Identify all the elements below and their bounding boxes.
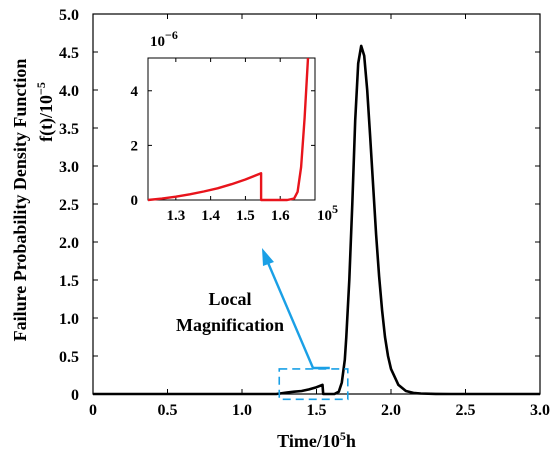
y-axis-title-line1: Failure Probability Density Function [10, 59, 30, 342]
x-axis-title-suffix: h [346, 431, 356, 451]
inset-y-tick-label-2: 4 [131, 84, 139, 100]
arrow-shaft [264, 257, 315, 369]
x-axis-title-main: Time/10 [277, 431, 340, 451]
x-tick-labels: 0 0.5 1.0 1.5 2.0 2.5 3.0 [89, 402, 550, 419]
y-axis-title-line2: f(t)/10−5 [34, 82, 57, 142]
inset-y-multiplier-sup: −6 [165, 28, 178, 42]
inset-series [147, 57, 310, 202]
inset-frame [147, 57, 316, 201]
y-tick-labels: 0 0.5 1.0 1.5 2.0 2.5 3.0 3.5 4.0 4.5 5.0 [59, 7, 79, 404]
main-series [93, 44, 540, 396]
inset-x-tick-labels: 1.3 1.4 1.5 1.6 [166, 208, 290, 224]
x-tick-label-6: 3.0 [530, 402, 550, 419]
y-axis-title-line2-main: f(t)/10 [36, 95, 57, 142]
x-tick-label-3: 1.5 [307, 402, 327, 419]
inset-background [148, 58, 315, 200]
y-tick-label-4: 2.0 [59, 235, 79, 252]
x-tick-label-0: 0 [89, 402, 97, 419]
inset-y-multiplier-base: 10 [150, 34, 165, 50]
inset-x-multiplier: 105 [317, 202, 338, 224]
annotation-magnification: Magnification [176, 315, 284, 335]
y-tick-label-7: 3.5 [59, 121, 79, 138]
inset-y-multiplier: 10−6 [150, 28, 178, 50]
annotation-local: Local [209, 289, 252, 309]
y-tick-label-8: 4.0 [59, 83, 79, 100]
y-tick-label-9: 4.5 [59, 45, 79, 62]
y-tick-label-5: 2.5 [59, 197, 79, 214]
y-tick-label-0: 0 [71, 387, 79, 404]
x-tick-label-5: 2.5 [456, 402, 476, 419]
x-axis-title-sup: 5 [340, 429, 346, 443]
inset-x-multiplier-sup: 5 [332, 202, 338, 216]
inset-x-tick-label-2: 1.5 [236, 208, 255, 224]
inset-x-multiplier-base: 10 [317, 208, 332, 224]
inset-x-tick-label-1: 1.4 [201, 208, 220, 224]
x-axis-title: Time/105h [277, 429, 356, 451]
inset-series-line-0 [147, 57, 310, 202]
arrow-head [262, 248, 274, 266]
inset-x-tick-label-3: 1.6 [271, 208, 290, 224]
magnification-arrow [262, 248, 330, 370]
x-tick-label-2: 1.0 [232, 402, 252, 419]
inset-y-tick-label-1: 2 [131, 138, 139, 154]
y-axis-title-line2-sup: −5 [34, 82, 48, 95]
x-tick-label-1: 0.5 [158, 402, 178, 419]
y-tick-label-1: 0.5 [59, 349, 79, 366]
inset-y-tick-label-0: 0 [131, 193, 139, 209]
y-tick-label-6: 3.0 [59, 159, 79, 176]
magnification-box [278, 368, 349, 401]
series-line-0 [93, 44, 540, 396]
inset-y-tick-labels: 0 2 4 [131, 84, 139, 209]
y-tick-label-2: 1.0 [59, 311, 79, 328]
y-tick-label-3: 1.5 [59, 273, 79, 290]
y-tick-label-10: 5.0 [59, 7, 79, 24]
inset-x-tick-label-0: 1.3 [166, 208, 185, 224]
x-tick-label-4: 2.0 [381, 402, 401, 419]
main-ticks [92, 13, 541, 395]
